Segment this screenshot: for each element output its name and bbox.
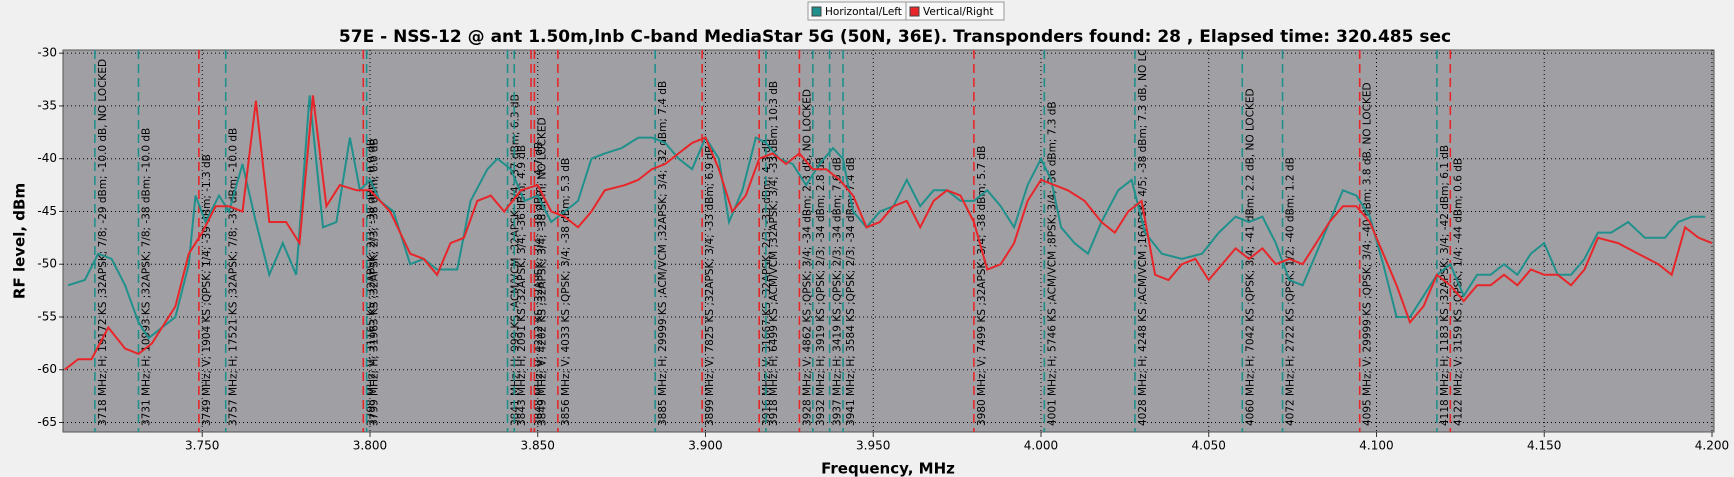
legend-label: Horizontal/Left: [825, 6, 902, 18]
x-tick-label: 4.150: [1527, 439, 1561, 453]
x-tick-label: 3.900: [688, 439, 722, 453]
transponder-label: 3916 MHz; V; 31667 KS ;32APSK; 2/3; -33 …: [761, 139, 773, 426]
x-tick-label: 3.850: [521, 439, 555, 453]
transponder-label: 3731 MHz; H; 10993 KS ;32APSK; 7/8; -38 …: [140, 128, 152, 426]
transponder-label: 3841 MHz; H; 999 KS ;ACM/VCM ;32APSK; 3/…: [510, 94, 522, 426]
y-tick-label: -40: [37, 151, 57, 165]
transponder-label: 3749 MHz; V; 1904 KS ;QPSK; 1/4; -39 dBm…: [201, 154, 213, 426]
transponder-label: 3941 MHz; H; 3584 KS ;QPSK; 2/3; -34 dBm…: [845, 157, 857, 426]
y-tick-label: -45: [37, 204, 57, 218]
transponder-label: 3798 MHz; V; 31165 KS ;32APSK; 2/3; -38 …: [365, 139, 377, 426]
x-tick-label: 4.200: [1695, 439, 1729, 453]
x-tick-label: 3.950: [856, 439, 890, 453]
transponder-label: 3843 MHz; H; 2091 KS ;32APSK; 3/4; -36 d…: [516, 145, 528, 426]
legend-swatch: [811, 6, 822, 17]
series-line: [67, 95, 1706, 340]
transponder-label: 4122 MHz; V; 3159 KS ;QPSK; 1/4; -44 dBm…: [1452, 158, 1464, 426]
x-tick-label: 4.000: [1024, 439, 1058, 453]
transponder-label: 4001 MHz; H; 5746 KS ;ACM/VCM ;8PSK; 3/4…: [1046, 101, 1058, 426]
x-tick-label: 3.800: [353, 439, 387, 453]
legend-swatch: [909, 6, 920, 17]
transponder-label: 3718 MHz; H; 19172 KS ;32APSK; 7/8; -29 …: [97, 59, 109, 426]
transponder-label: 3899 MHz; V; 7825 KS ;32APSK; 3/4; -33 d…: [704, 146, 716, 426]
y-tick-label: -35: [37, 98, 57, 112]
transponder-label: 3937 MHz; H; 3419 KS ;QPSK; 2/3; -34 dBm…: [832, 157, 844, 426]
x-tick-label: 4.100: [1359, 439, 1393, 453]
legend-label: Vertical/Right: [923, 6, 994, 18]
transponder-label: 3932 MHz; H; 3919 KS ;QPSK; 2/3; -34 dBm…: [815, 157, 827, 426]
transponder-label: 4118 MHz; H; 1183 KS ;32APSK; 3/4; -42 d…: [1439, 145, 1451, 426]
x-axis-label: Frequency, MHz: [821, 460, 955, 477]
transponder-label: 3928 MHz; V; 4862 KS ;QPSK; 3/4; -34 dBm…: [801, 89, 813, 426]
y-tick-label: -55: [37, 309, 57, 323]
transponder-label: 3980 MHz; V; 7499 KS ;32APSK; 3/4; -38 d…: [976, 146, 988, 426]
transponder-label: 3849 MHz; V; 4202 KS ;32APSK; 3/4; -38 d…: [536, 117, 548, 426]
plot: 3718 MHz; H; 19172 KS ;32APSK; 7/8; -29 …: [64, 19, 1713, 432]
y-tick-label: -60: [37, 362, 57, 376]
transponder-label: 3799 MHz; H; 31963 KS ;32APSK; 2/3; -38 …: [369, 138, 381, 426]
legend-box: [905, 1, 1005, 21]
transponder-label: 4095 MHz; V; 29999 KS ;QPSK; 3/4; -40 dB…: [1362, 82, 1374, 426]
x-tick-label: 4.050: [1192, 439, 1226, 453]
plot-area: [62, 49, 1715, 433]
transponder-label: 4072 MHz; H; 2722 KS ;QPSK; 1/2; -40 dBm…: [1285, 157, 1297, 426]
y-tick-label: -30: [37, 46, 57, 60]
transponder-label: 4028 MHz; H; 4248 KS ;ACM/VCM ;16APSK; 4…: [1137, 19, 1149, 426]
chart-title: 57E - NSS-12 @ ant 1.50m,lnb C-band Medi…: [339, 27, 1451, 47]
transponder-label: 3918 MHz; H; 6499 KS ;ACM/VCM ;32APSK; 3…: [768, 81, 780, 426]
transponder-label: 3885 MHz; H; 29999 KS ;ACM/VCM ;32APSK; …: [657, 81, 669, 426]
transponder-label: 3757 MHz; H; 17521 KS ;32APSK; 7/8; -39 …: [228, 128, 240, 426]
series-line: [64, 95, 1713, 371]
transponder-label: 3856 MHz; V; 4033 KS ;QPSK; 3/4; -38 dBm…: [560, 158, 572, 426]
y-axis-label: RF level, dBm: [11, 183, 29, 299]
y-tick-label: -65: [37, 415, 57, 429]
y-tick-label: -50: [37, 257, 57, 271]
transponder-label: 3848 MHz; V; 4212 KS ;32APSK; 3/4; -38 d…: [533, 142, 545, 426]
x-tick-label: 3.750: [185, 439, 219, 453]
